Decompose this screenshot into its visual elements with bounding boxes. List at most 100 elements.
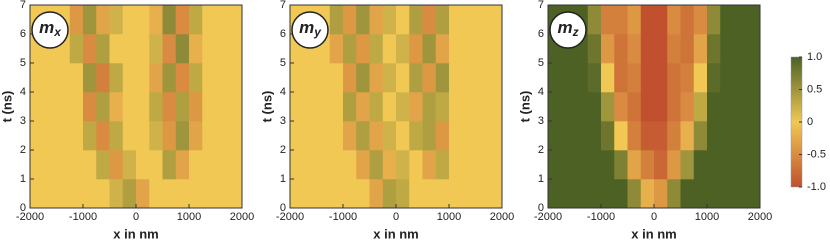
heat-cell bbox=[215, 34, 230, 64]
heat-cell bbox=[83, 150, 97, 180]
heat-cell bbox=[449, 150, 463, 180]
heat-cell bbox=[475, 34, 490, 64]
heat-cell bbox=[746, 63, 761, 93]
heat-cell bbox=[382, 5, 397, 35]
heat-cell bbox=[574, 150, 589, 180]
heat-cell bbox=[162, 34, 177, 64]
heat-cell bbox=[83, 121, 97, 151]
heat-cell bbox=[449, 92, 463, 122]
heat-cell bbox=[548, 179, 562, 209]
heat-cell bbox=[574, 92, 589, 122]
heat-cell bbox=[83, 92, 97, 122]
heat-cell bbox=[488, 121, 503, 151]
heat-cell bbox=[202, 63, 216, 93]
heat-cell bbox=[587, 63, 602, 93]
heat-cell bbox=[449, 5, 463, 35]
heat-cell bbox=[654, 121, 668, 151]
heat-cell bbox=[601, 150, 615, 180]
heat-cell bbox=[693, 34, 708, 64]
heat-cell bbox=[488, 5, 503, 35]
heat-cell bbox=[228, 150, 243, 180]
heat-cell bbox=[56, 179, 71, 209]
heat-cell bbox=[290, 121, 304, 151]
heat-cell bbox=[435, 150, 450, 180]
x-tick-label: -2000 bbox=[276, 211, 304, 223]
heat-cell bbox=[96, 121, 110, 151]
heat-cell bbox=[707, 121, 721, 151]
panel-title-main: m bbox=[39, 18, 54, 37]
heat-cell bbox=[693, 63, 708, 93]
heat-cell bbox=[733, 63, 748, 93]
y-tick-label: 7 bbox=[20, 0, 26, 11]
heat-cell bbox=[462, 34, 476, 64]
heat-cell bbox=[720, 179, 734, 209]
heat-cell bbox=[83, 179, 97, 209]
heat-cell bbox=[462, 63, 476, 93]
x-tick-label: -1000 bbox=[69, 211, 97, 223]
y-axis-label: t (ns) bbox=[517, 91, 532, 123]
heat-cell bbox=[654, 63, 668, 93]
y-tick-label: 1 bbox=[538, 173, 544, 185]
heat-cell bbox=[746, 34, 761, 64]
heat-cell bbox=[627, 34, 642, 64]
x-tick-label: 1000 bbox=[695, 211, 719, 223]
heat-cell bbox=[109, 121, 124, 151]
heat-cell bbox=[175, 150, 190, 180]
x-tick-label: 2000 bbox=[748, 211, 772, 223]
heat-cell bbox=[228, 63, 243, 93]
heat-cell bbox=[707, 34, 721, 64]
heat-cell bbox=[189, 5, 203, 35]
heat-cell bbox=[382, 92, 397, 122]
heat-cell bbox=[136, 179, 150, 209]
heat-cell bbox=[43, 92, 57, 122]
heat-cell bbox=[215, 121, 230, 151]
heat-cell bbox=[228, 179, 243, 209]
colorbar-label: -1.0 bbox=[807, 181, 826, 193]
heat-cell bbox=[175, 5, 190, 35]
heat-cell bbox=[720, 63, 734, 93]
heat-cell bbox=[720, 150, 734, 180]
heat-cell bbox=[316, 92, 331, 122]
heat-cell bbox=[175, 179, 190, 209]
heat-cell bbox=[109, 34, 124, 64]
y-axis-label: t (ns) bbox=[0, 91, 14, 123]
heat-cell bbox=[680, 5, 695, 35]
heat-cell bbox=[329, 5, 344, 35]
heat-cell bbox=[329, 34, 344, 64]
heat-cell bbox=[56, 63, 71, 93]
heat-cell bbox=[561, 179, 575, 209]
heat-cell bbox=[614, 121, 628, 151]
y-tick-label: 0 bbox=[280, 202, 286, 214]
heat-cell bbox=[640, 179, 655, 209]
heat-cell bbox=[162, 92, 177, 122]
y-tick-label: 2 bbox=[20, 144, 26, 156]
heat-cell bbox=[69, 5, 84, 35]
colorbar-label: 0.5 bbox=[807, 83, 822, 95]
heat-cell bbox=[136, 34, 150, 64]
x-tick-label: 2000 bbox=[230, 211, 254, 223]
heat-cell bbox=[693, 5, 708, 35]
heat-cell bbox=[614, 92, 628, 122]
heat-cell bbox=[215, 150, 230, 180]
heat-cell bbox=[356, 179, 370, 209]
heat-cell bbox=[136, 63, 150, 93]
heat-cell bbox=[43, 179, 57, 209]
heat-cell bbox=[343, 150, 357, 180]
heat-cell bbox=[587, 179, 602, 209]
heat-cell bbox=[435, 63, 450, 93]
heat-cell bbox=[122, 5, 137, 35]
heat-cell bbox=[680, 121, 695, 151]
heat-cell bbox=[435, 92, 450, 122]
heat-cell bbox=[435, 121, 450, 151]
heat-cell bbox=[435, 179, 450, 209]
heat-cell bbox=[30, 92, 44, 122]
panel-title: mx bbox=[39, 18, 62, 39]
heat-cell bbox=[215, 63, 230, 93]
heat-cell bbox=[733, 34, 748, 64]
heat-cell bbox=[343, 34, 357, 64]
heat-cell bbox=[202, 34, 216, 64]
heat-cell bbox=[422, 121, 437, 151]
heat-cell bbox=[202, 5, 216, 35]
